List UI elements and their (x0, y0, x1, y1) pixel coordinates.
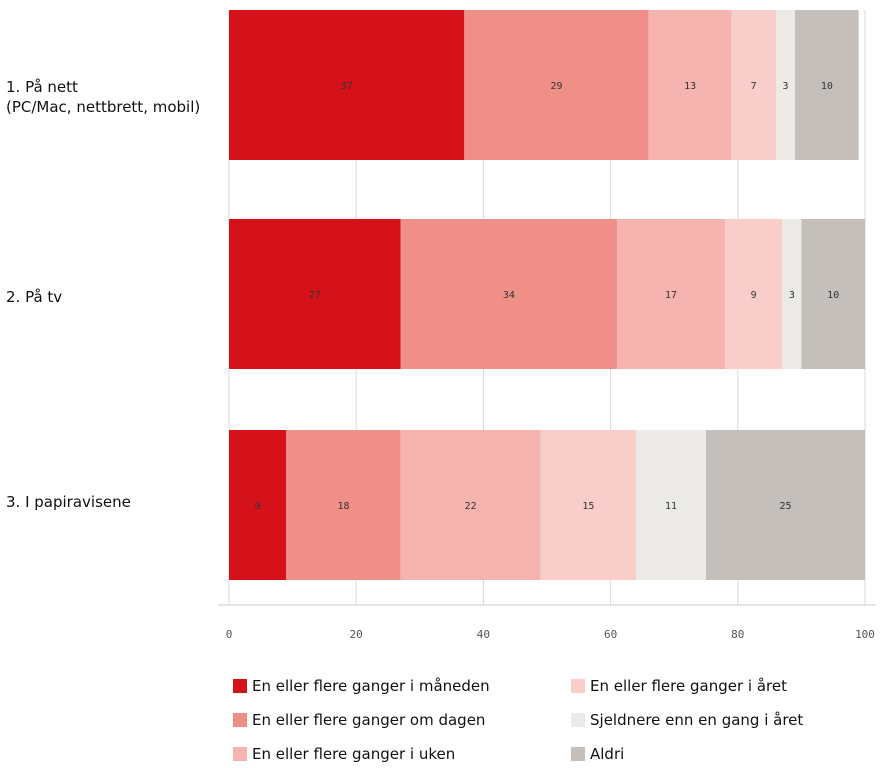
legend: En eller flere ganger i måneden En eller… (233, 672, 873, 768)
x-tick-label: 20 (350, 628, 363, 641)
x-tick-label: 40 (477, 628, 490, 641)
bar-segment (229, 10, 465, 160)
bar-segment (540, 430, 637, 580)
legend-swatch (233, 713, 247, 727)
bar-segment (636, 430, 706, 580)
bar-segment (400, 430, 541, 580)
legend-item-rarely: Sjeldnere enn en gang i året (571, 706, 871, 734)
bar-segment (229, 430, 287, 580)
data-label: 27 (309, 290, 321, 301)
category-label-papir: 3. I papiravisene (6, 493, 131, 511)
data-label: 3 (789, 290, 795, 301)
bar-segment (775, 10, 796, 160)
bar-segment (286, 430, 401, 580)
legend-label: Sjeldnere enn en gang i året (590, 711, 804, 729)
category-label-tv: 2. På tv (6, 288, 63, 306)
legend-item-day: En eller flere ganger om dagen (233, 706, 571, 734)
category-label-nett: 1. På nett (PC/Mac, nettbrett, mobil) (6, 78, 201, 116)
x-tick-label: 80 (731, 628, 744, 641)
data-label: 9 (751, 290, 757, 301)
data-label: 34 (503, 290, 515, 301)
data-label: 11 (665, 501, 677, 512)
data-label: 10 (821, 81, 833, 92)
legend-swatch (233, 679, 247, 693)
bar-segment (616, 219, 726, 369)
x-tick-label: 100 (855, 628, 875, 641)
data-label: 15 (582, 501, 594, 512)
bar-segment (795, 10, 859, 160)
bar-segment (706, 430, 865, 580)
data-label: 13 (684, 81, 696, 92)
data-label: 25 (779, 501, 791, 512)
data-label: 29 (551, 81, 563, 92)
data-label: 22 (465, 501, 477, 512)
data-label: 3 (782, 81, 788, 92)
bar-segment (801, 219, 865, 369)
data-label: 9 (255, 501, 261, 512)
data-label: 17 (665, 290, 677, 301)
bar-segment (782, 219, 802, 369)
legend-item-week: En eller flere ganger i uken (233, 740, 571, 768)
data-label: 18 (337, 501, 349, 512)
data-label: 37 (341, 81, 353, 92)
legend-swatch (233, 747, 247, 761)
legend-item-never: Aldri (571, 740, 871, 768)
legend-label: En eller flere ganger i året (590, 677, 787, 695)
legend-swatch (571, 713, 585, 727)
x-tick-label: 0 (226, 628, 233, 641)
legend-swatch (571, 747, 585, 761)
legend-item-month: En eller flere ganger i måneden (233, 672, 571, 700)
legend-label: En eller flere ganger i måneden (252, 677, 490, 695)
bar-segment (648, 10, 732, 160)
bar-segment (464, 10, 649, 160)
legend-label: En eller flere ganger om dagen (252, 711, 486, 729)
data-label: 7 (751, 81, 757, 92)
bar-segment (725, 219, 783, 369)
bar-segment (400, 219, 617, 369)
legend-item-year: En eller flere ganger i året (571, 672, 871, 700)
x-tick-label: 60 (604, 628, 617, 641)
bar-segment (229, 219, 401, 369)
data-label: 10 (827, 290, 839, 301)
legend-swatch (571, 679, 585, 693)
legend-label: Aldri (590, 745, 625, 763)
legend-label: En eller flere ganger i uken (252, 745, 456, 763)
bar-segment (731, 10, 776, 160)
